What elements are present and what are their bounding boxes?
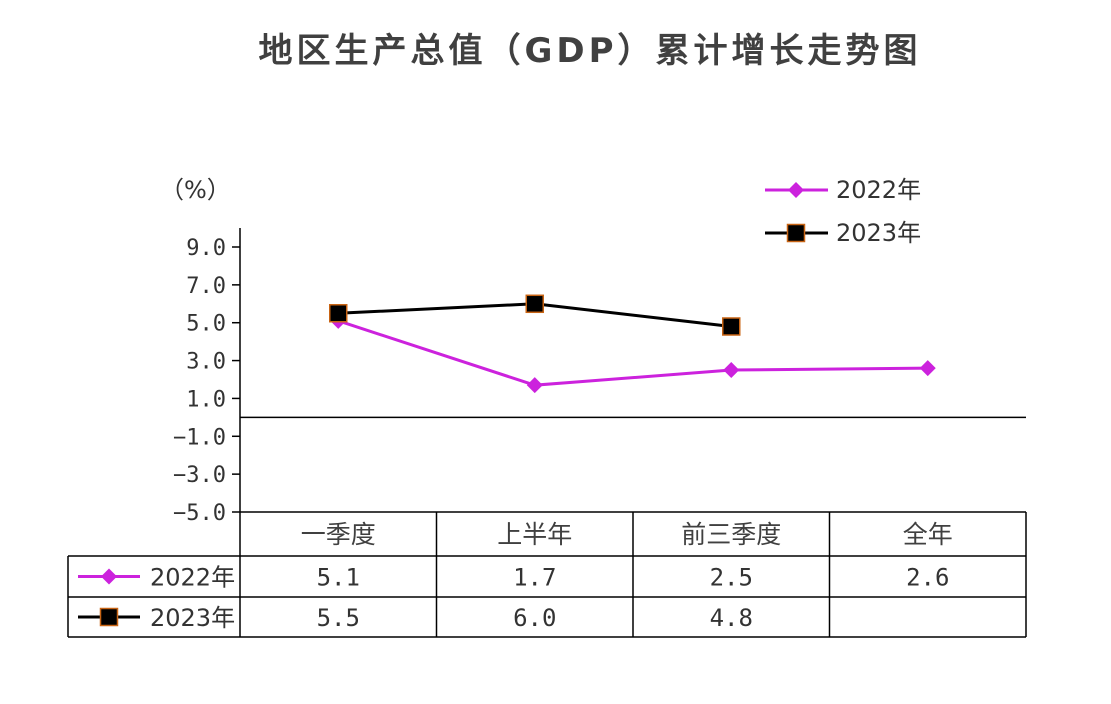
row-label: 2023年 — [150, 604, 235, 632]
x-category-label: 一季度 — [301, 520, 376, 549]
table-cell-value: 6.0 — [513, 604, 556, 632]
x-category-label: 前三季度 — [681, 520, 781, 549]
y-tick-label: 1.0 — [186, 387, 226, 412]
table-cell-value: 1.7 — [513, 564, 556, 592]
row-key-marker — [101, 568, 117, 585]
row-label: 2022年 — [150, 564, 235, 592]
y-tick-label: −5.0 — [173, 501, 226, 526]
data-point — [919, 360, 936, 377]
data-point — [722, 317, 741, 336]
y-tick-label: 9.0 — [186, 236, 226, 261]
y-tick-label: 3.0 — [186, 350, 226, 375]
x-category-label: 上半年 — [497, 520, 572, 549]
table-cell-value: 2.5 — [710, 564, 753, 592]
series-line — [337, 319, 928, 387]
y-tick-label: −3.0 — [173, 463, 226, 488]
legend-label: 2023年 — [836, 219, 921, 247]
y-unit-label: （%） — [160, 176, 231, 204]
legend-label: 2022年 — [836, 176, 921, 204]
data-point — [525, 294, 544, 314]
data-point — [723, 362, 740, 379]
legend-item: 2022年 — [765, 176, 921, 204]
series-2023年 — [329, 294, 741, 336]
series-layer — [329, 294, 936, 394]
y-tick-label: 7.0 — [186, 274, 226, 299]
data-table: 一季度 上半年 前三季度 全年 2022年 5.1 1.7 2.5 2.6 2023年 5.5 6.0… — [67, 511, 1027, 638]
legend-marker — [786, 223, 806, 243]
table-cell-value: 5.5 — [317, 604, 360, 632]
legend-item: 2023年 — [765, 219, 921, 247]
table-cell-value: 2.6 — [906, 564, 949, 592]
data-point — [329, 304, 348, 323]
series-2022年 — [330, 312, 936, 394]
row-key-marker — [99, 607, 119, 627]
legend-marker — [788, 182, 804, 198]
chart-axes: 9.0 7.0 5.0 3.0 1.0 −1.0 −3.0 −5.0 — [173, 228, 1026, 526]
x-category-label: 全年 — [903, 520, 953, 549]
y-tick-label: −1.0 — [173, 425, 226, 450]
table-cell-value: 5.1 — [317, 564, 360, 592]
chart-legend: 2022年 2023年 — [765, 176, 921, 247]
table-cell-value: 4.8 — [710, 604, 753, 632]
chart-title: 地区生产总值（GDP）累计增长走势图 — [258, 31, 921, 71]
data-point — [526, 377, 543, 394]
y-tick-label: 5.0 — [186, 312, 226, 337]
